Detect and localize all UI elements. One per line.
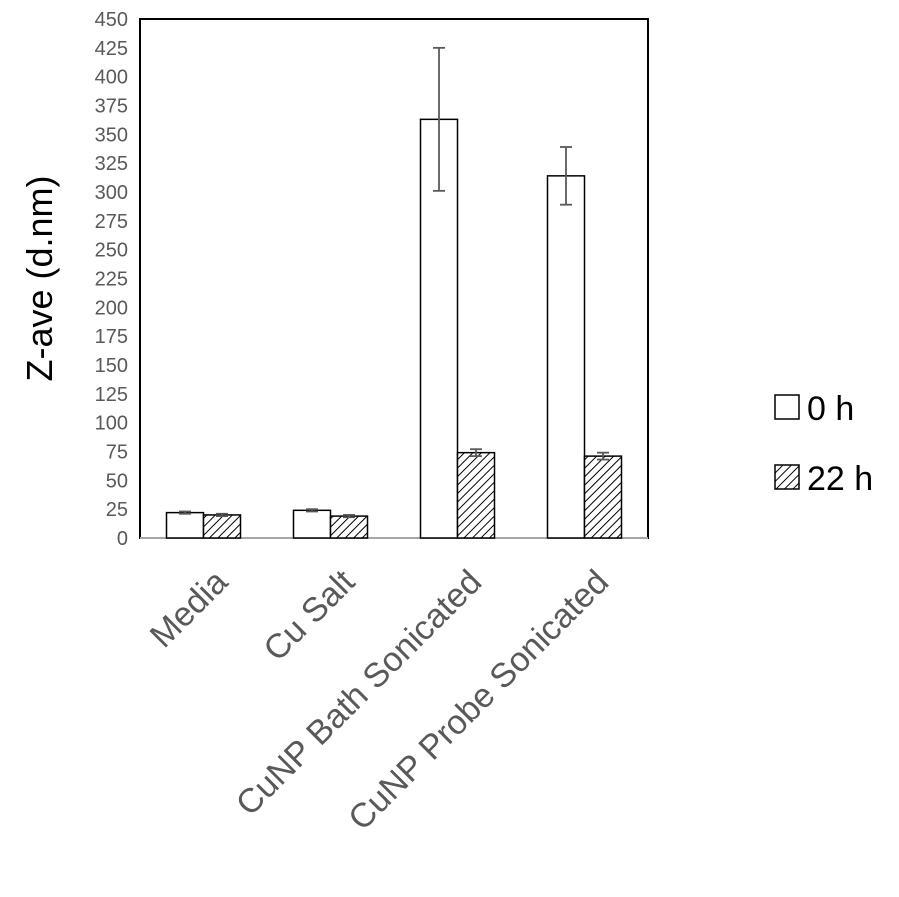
bar-0h — [292, 509, 332, 539]
bar-22h — [456, 451, 496, 539]
error-bar — [597, 451, 609, 461]
error-bar — [306, 508, 318, 513]
bar-0h — [546, 175, 586, 539]
y-tick-label: 75 — [106, 442, 128, 464]
bar-0h — [165, 511, 205, 539]
y-tick-label: 100 — [95, 413, 128, 435]
y-tick-label: 125 — [95, 384, 128, 406]
x-category-label: Cu Salt — [256, 562, 362, 668]
error-bar — [216, 512, 228, 517]
y-tick-label: 25 — [106, 499, 128, 521]
y-tick-label: 375 — [95, 96, 128, 118]
bars-group — [165, 118, 623, 539]
error-bar — [179, 510, 191, 515]
legend: 0 h 22 h — [774, 390, 873, 498]
legend-swatch — [774, 394, 800, 420]
x-category-label: CuNP Bath Sonicated — [229, 563, 489, 823]
bar-22h — [202, 514, 242, 539]
error-bars-group — [179, 46, 609, 519]
y-axis-label: Z-ave (d.nm) — [19, 175, 60, 381]
x-category-label: CuNP Probe Sonicated — [341, 563, 616, 838]
error-bar — [433, 46, 445, 192]
y-tick-label: 225 — [95, 269, 128, 291]
error-bar — [343, 514, 355, 519]
legend-swatch — [774, 464, 800, 490]
y-tick-label: 50 — [106, 470, 128, 492]
y-tick-label: 425 — [95, 38, 128, 60]
y-tick-label: 325 — [95, 153, 128, 175]
y-tick-label: 350 — [95, 124, 128, 146]
y-tick-label: 0 — [117, 528, 128, 550]
y-tick-label: 450 — [95, 9, 128, 31]
y-tick-label: 175 — [95, 326, 128, 348]
y-tick-label: 250 — [95, 240, 128, 262]
legend-label: 0 h — [807, 390, 854, 428]
error-bar — [470, 448, 482, 458]
y-tick-label: 200 — [95, 297, 128, 319]
bar-22h — [583, 455, 623, 539]
bar-22h — [329, 515, 369, 539]
x-category-label: Media — [143, 563, 235, 655]
y-tick-label: 275 — [95, 211, 128, 233]
legend-label: 22 h — [807, 460, 873, 498]
error-bar — [560, 146, 572, 206]
y-tick-label: 400 — [95, 67, 128, 89]
y-axis-ticks: 0 25 50 75 100 125 150 175 200 225 250 275 300 325 350… — [95, 9, 128, 550]
y-tick-label: 300 — [95, 182, 128, 204]
y-tick-label: 150 — [95, 355, 128, 377]
